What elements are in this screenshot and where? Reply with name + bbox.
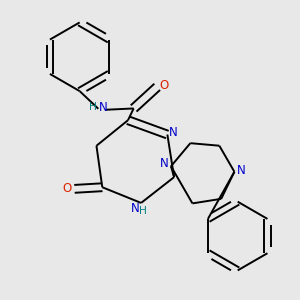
Text: O: O: [159, 79, 168, 92]
Text: H: H: [89, 103, 97, 112]
Text: O: O: [63, 182, 72, 195]
Text: N: N: [99, 101, 108, 114]
Text: N: N: [160, 157, 169, 170]
Text: N: N: [169, 126, 178, 139]
Text: N: N: [131, 202, 140, 215]
Text: N: N: [237, 164, 245, 177]
Text: H: H: [139, 206, 147, 216]
